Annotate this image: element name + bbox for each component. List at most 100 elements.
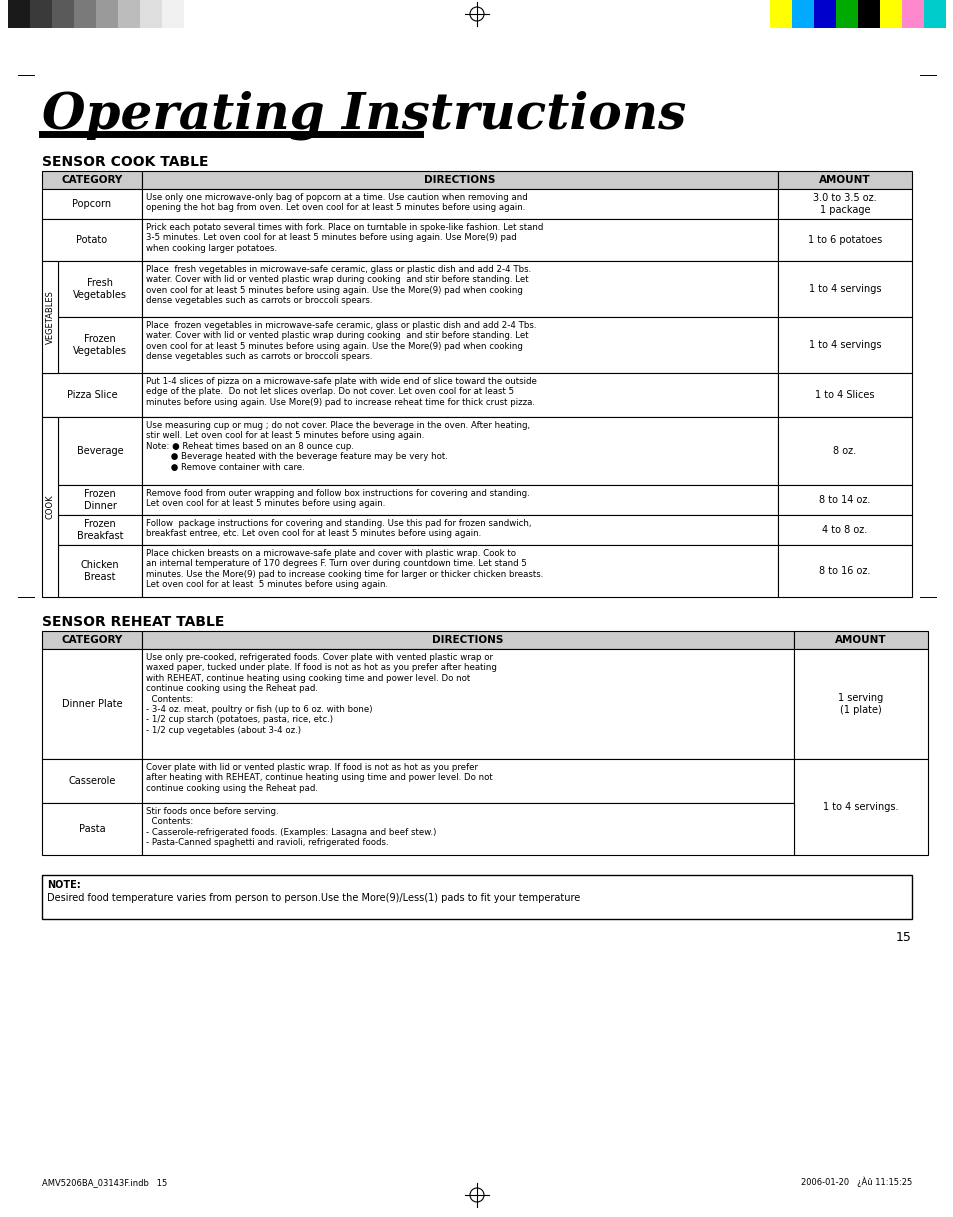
Text: Desired food temperature varies from person to person.Use the More(9)/Less(1) pa: Desired food temperature varies from per… [47,893,579,903]
Bar [42,875,911,919]
Bar [142,417,778,486]
Bar [30,0,52,28]
Bar [58,515,142,545]
Text: DIRECTIONS: DIRECTIONS [424,175,496,185]
Text: 1 to 4 Slices: 1 to 4 Slices [815,389,874,400]
Text: Use measuring cup or mug ; do not cover. Place the beverage in the oven. After h: Use measuring cup or mug ; do not cover.… [146,421,530,472]
Text: Place  frozen vegetables in microwave-safe ceramic, glass or plastic dish and ad: Place frozen vegetables in microwave-saf… [146,321,536,361]
Text: Prick each potato several times with fork. Place on turntable in spoke-like fash: Prick each potato several times with for… [146,223,543,253]
Bar [142,219,778,260]
Bar [778,545,911,598]
Bar [58,545,142,598]
Text: 2006-01-20   ¿Àû 11:15:25: 2006-01-20 ¿Àû 11:15:25 [800,1177,911,1187]
Bar [142,372,778,417]
Text: Fresh
Vegetables: Fresh Vegetables [73,279,127,299]
Text: Put 1-4 slices of pizza on a microwave-safe plate with wide end of slice toward : Put 1-4 slices of pizza on a microwave-s… [146,377,537,406]
Bar [42,803,142,856]
Text: 8 to 16 oz.: 8 to 16 oz. [819,566,870,576]
Text: Popcorn: Popcorn [72,200,112,209]
Text: 1 to 4 servings: 1 to 4 servings [808,284,881,295]
Text: SENSOR REHEAT TABLE: SENSOR REHEAT TABLE [42,615,224,629]
Bar [879,0,901,28]
Bar [835,0,857,28]
Text: 1 serving
(1 plate): 1 serving (1 plate) [838,694,882,714]
Bar [58,316,142,372]
Bar [118,0,140,28]
Bar [8,0,30,28]
Text: Place chicken breasts on a microwave-safe plate and cover with plastic wrap. Coo: Place chicken breasts on a microwave-saf… [146,549,543,589]
Bar [142,189,778,219]
Bar [142,803,793,856]
Text: Remove food from outer wrapping and follow box instructions for covering and sta: Remove food from outer wrapping and foll… [146,489,529,509]
Text: 1 to 6 potatoes: 1 to 6 potatoes [807,235,882,245]
Bar [793,649,927,759]
Bar [140,0,162,28]
Bar [142,515,778,545]
Bar [778,515,911,545]
Bar [142,316,778,372]
Bar [58,417,142,486]
Bar [142,486,778,515]
Text: 8 oz.: 8 oz. [833,445,856,456]
Bar [778,486,911,515]
Text: 3.0 to 3.5 oz.
1 package: 3.0 to 3.5 oz. 1 package [812,194,876,214]
Text: DIRECTIONS: DIRECTIONS [432,635,503,645]
Text: AMOUNT: AMOUNT [819,175,870,185]
Bar [42,649,142,759]
Bar [42,189,142,219]
Bar [42,260,58,372]
Text: SENSOR COOK TABLE: SENSOR COOK TABLE [42,155,209,169]
Text: CATEGORY: CATEGORY [61,635,123,645]
Bar [96,0,118,28]
Bar [142,630,793,649]
Text: CATEGORY: CATEGORY [61,175,123,185]
Text: Cover plate with lid or vented plastic wrap. If food is not as hot as you prefer: Cover plate with lid or vented plastic w… [146,763,493,792]
Text: Frozen
Dinner: Frozen Dinner [84,489,116,511]
Text: Operating Instructions: Operating Instructions [42,90,685,140]
Bar [901,0,923,28]
Text: AMOUNT: AMOUNT [834,635,886,645]
Bar [162,0,184,28]
Text: Beverage: Beverage [76,445,123,456]
Bar [142,545,778,598]
Bar [42,372,142,417]
Text: Use only one microwave-only bag of popcorn at a time. Use caution when removing : Use only one microwave-only bag of popco… [146,194,527,213]
Text: AMV5206BA_03143F.indb   15: AMV5206BA_03143F.indb 15 [42,1178,167,1187]
Bar [142,260,778,316]
Text: COOK: COOK [46,494,54,520]
Text: Use only pre-cooked, refrigerated foods. Cover plate with vented plastic wrap or: Use only pre-cooked, refrigerated foods.… [146,654,497,735]
Bar [791,0,813,28]
Bar [769,0,791,28]
Bar [74,0,96,28]
Bar [778,260,911,316]
Text: 4 to 8 oz.: 4 to 8 oz. [821,525,866,535]
Bar [778,316,911,372]
Text: 8 to 14 oz.: 8 to 14 oz. [819,495,870,505]
Text: Chicken
Breast: Chicken Breast [81,560,119,582]
Bar [142,649,793,759]
Bar [778,172,911,189]
Text: Frozen
Vegetables: Frozen Vegetables [73,335,127,355]
Text: Stir foods once before serving.
  Contents:
- Casserole-refrigerated foods. (Exa: Stir foods once before serving. Contents… [146,807,436,847]
Bar [778,417,911,486]
Text: Casserole: Casserole [69,776,115,786]
Bar [42,172,142,189]
Bar [58,486,142,515]
Text: Frozen
Breakfast: Frozen Breakfast [76,520,123,540]
Bar [793,759,927,856]
Bar [778,189,911,219]
Text: Pizza Slice: Pizza Slice [67,389,117,400]
Text: Follow  package instructions for covering and standing. Use this pad for frozen : Follow package instructions for covering… [146,518,531,538]
Bar [793,630,927,649]
Text: Place  fresh vegetables in microwave-safe ceramic, glass or plastic dish and add: Place fresh vegetables in microwave-safe… [146,265,531,305]
Bar [778,219,911,260]
Bar [42,219,142,260]
Bar [857,0,879,28]
Text: 1 to 4 servings.: 1 to 4 servings. [822,802,898,812]
Bar [42,417,58,598]
Bar [142,759,793,803]
Bar [813,0,835,28]
Bar [778,372,911,417]
Bar [42,759,142,803]
Text: Pasta: Pasta [78,824,105,834]
